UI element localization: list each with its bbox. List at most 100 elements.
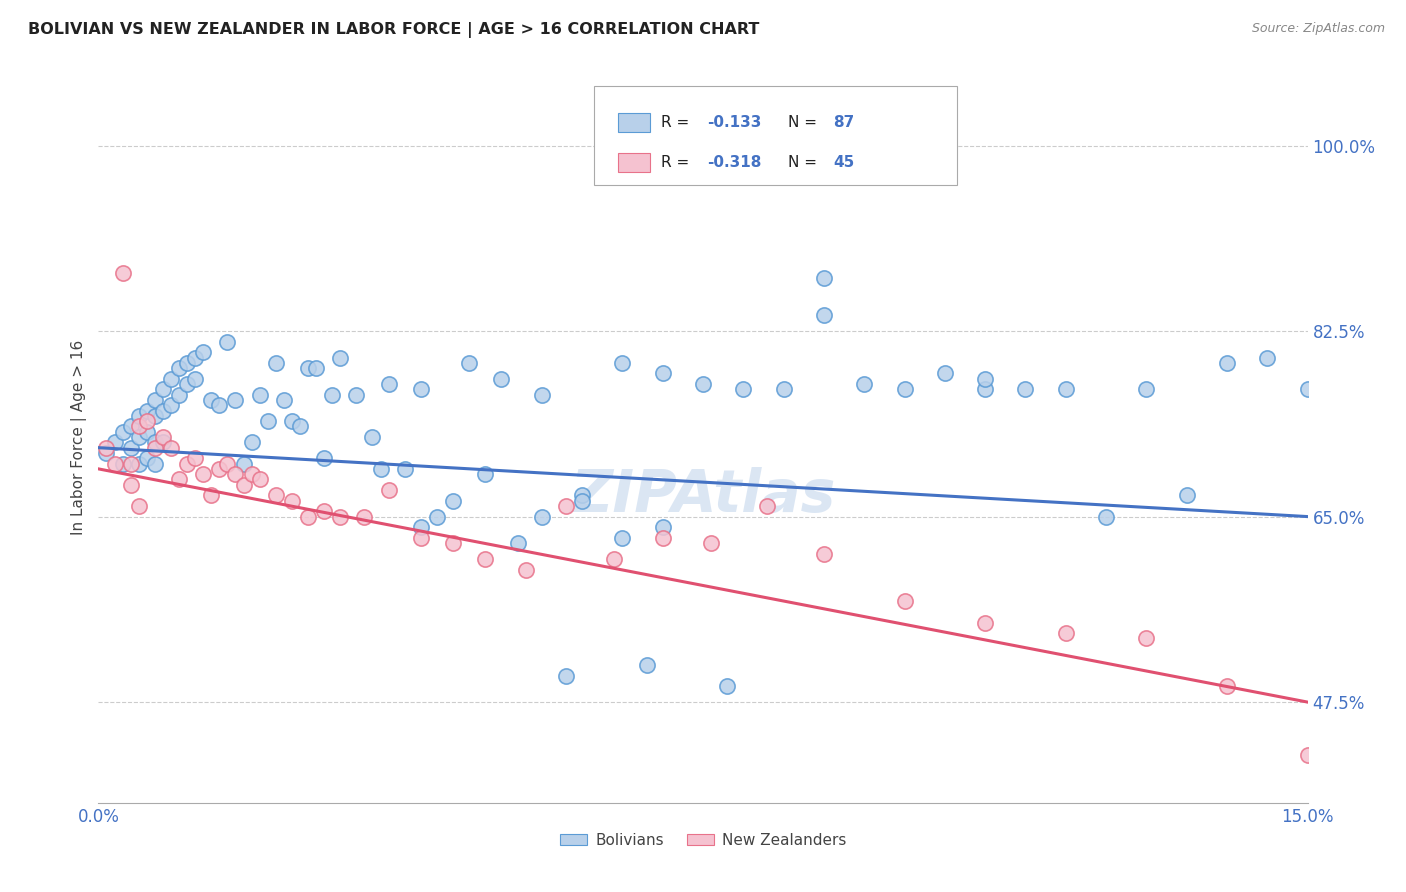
Point: [409, 531, 432, 545]
Point: [200, 392, 222, 407]
Point: [152, 435, 174, 450]
Text: N =: N =: [787, 115, 821, 130]
Point: [651, 367, 673, 381]
Point: [1095, 509, 1118, 524]
Point: [329, 351, 352, 365]
Point: [377, 483, 399, 497]
Point: [135, 403, 157, 417]
Point: [474, 467, 496, 482]
Point: [893, 383, 915, 397]
Point: [264, 356, 287, 370]
Point: [772, 383, 794, 397]
Point: [281, 493, 304, 508]
Point: [716, 679, 738, 693]
Point: [103, 435, 125, 450]
Point: [1054, 383, 1077, 397]
Text: ZIPAtlas: ZIPAtlas: [571, 467, 835, 524]
Point: [224, 467, 246, 482]
Point: [813, 271, 835, 285]
Point: [120, 457, 142, 471]
Text: R =: R =: [661, 155, 693, 169]
Point: [224, 392, 246, 407]
Point: [491, 372, 513, 386]
Point: [273, 392, 295, 407]
Point: [96, 441, 118, 455]
Text: N =: N =: [787, 155, 821, 169]
Point: [377, 377, 399, 392]
Point: [128, 430, 150, 444]
Point: [217, 457, 239, 471]
Point: [612, 356, 634, 370]
Point: [240, 467, 263, 482]
Point: [370, 462, 392, 476]
Point: [103, 457, 125, 471]
Point: [394, 462, 416, 476]
Point: [128, 409, 150, 423]
Point: [314, 504, 336, 518]
Point: [96, 446, 118, 460]
Text: -0.318: -0.318: [707, 155, 761, 169]
Point: [974, 372, 997, 386]
Point: [128, 419, 150, 434]
Point: [1216, 679, 1239, 693]
Point: [1175, 488, 1198, 502]
Point: [111, 457, 134, 471]
Point: [329, 509, 352, 524]
Point: [344, 387, 367, 401]
Point: [152, 383, 174, 397]
Point: [120, 441, 142, 455]
Point: [571, 488, 593, 502]
Point: [893, 594, 915, 608]
Point: [152, 430, 174, 444]
Point: [240, 435, 263, 450]
Point: [651, 520, 673, 534]
Point: [1135, 383, 1157, 397]
Point: [651, 531, 673, 545]
Point: [515, 563, 537, 577]
Point: [160, 441, 183, 455]
Point: [297, 361, 319, 376]
Point: [555, 499, 578, 513]
Point: [409, 520, 432, 534]
Point: [120, 477, 142, 491]
Point: [184, 351, 207, 365]
Text: 45: 45: [834, 155, 855, 169]
Point: [813, 547, 835, 561]
Point: [135, 425, 157, 439]
Point: [853, 377, 876, 392]
Point: [249, 473, 271, 487]
Point: [441, 536, 464, 550]
Y-axis label: In Labor Force | Age > 16: In Labor Force | Age > 16: [72, 340, 87, 534]
FancyBboxPatch shape: [619, 113, 650, 132]
Point: [813, 308, 835, 322]
Point: [256, 414, 278, 428]
Point: [692, 377, 714, 392]
Point: [733, 383, 755, 397]
Point: [281, 414, 304, 428]
Point: [167, 473, 190, 487]
Point: [297, 509, 319, 524]
Point: [128, 457, 150, 471]
Point: [217, 334, 239, 349]
Point: [636, 658, 658, 673]
Point: [160, 372, 183, 386]
Point: [120, 419, 142, 434]
Point: [1296, 383, 1319, 397]
Point: [232, 477, 254, 491]
Point: [1296, 748, 1319, 763]
Point: [128, 499, 150, 513]
Point: [1216, 356, 1239, 370]
Point: [184, 372, 207, 386]
Point: [264, 488, 287, 502]
Point: [208, 462, 231, 476]
Point: [160, 398, 183, 412]
Text: 87: 87: [834, 115, 855, 130]
Point: [361, 430, 384, 444]
Point: [756, 499, 779, 513]
Point: [232, 457, 254, 471]
Point: [571, 493, 593, 508]
Point: [176, 356, 198, 370]
Point: [1135, 632, 1157, 646]
Point: [974, 383, 997, 397]
Point: [530, 387, 553, 401]
